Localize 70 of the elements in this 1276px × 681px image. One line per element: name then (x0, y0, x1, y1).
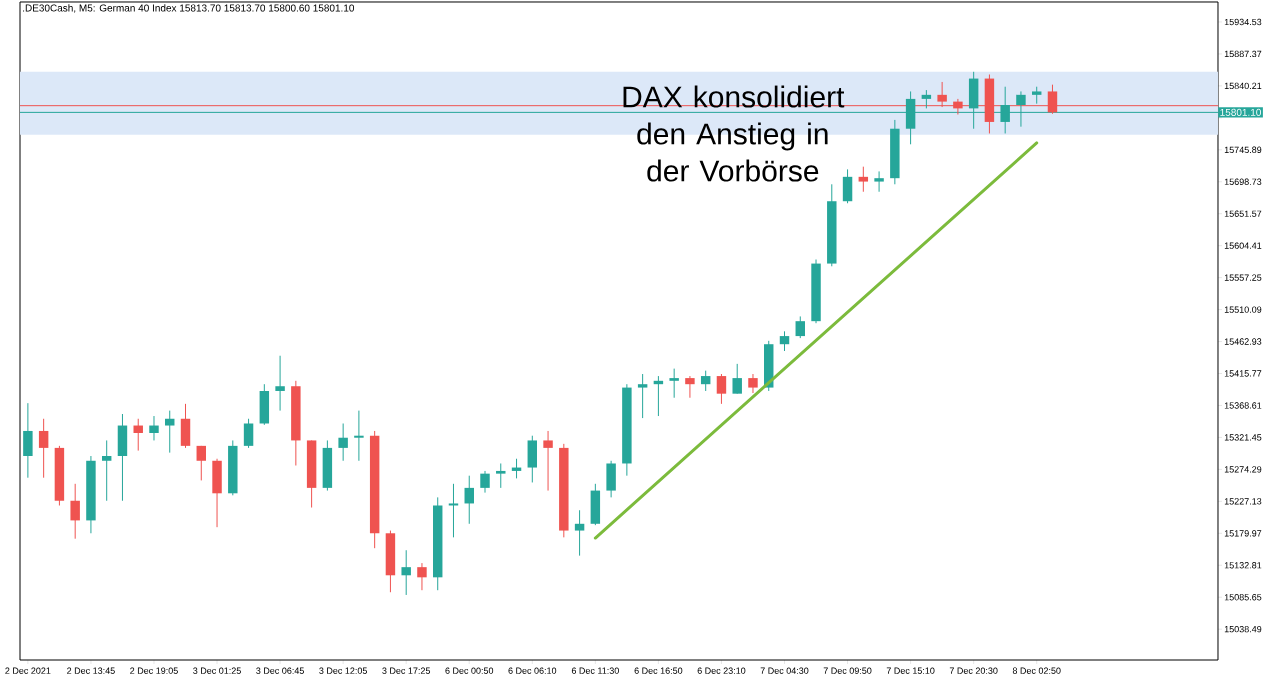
y-tick-label: 15745.89 (1224, 146, 1262, 153)
candlestick (574, 509, 585, 557)
y-tick-label: 15321.45 (1224, 434, 1262, 441)
candlestick (133, 418, 143, 452)
x-tick-label: 8 Dec 02:50 (1012, 667, 1061, 674)
candlestick (448, 483, 459, 538)
candlestick (401, 549, 411, 596)
y-tick-label: 15934.53 (1224, 18, 1262, 26)
candlestick (637, 373, 648, 419)
candlestick (417, 562, 427, 591)
y-tick-label: 15227.13 (1224, 498, 1262, 505)
candlestick (685, 375, 695, 399)
candlestick (354, 410, 364, 462)
annotation: DAX konsolidiert den Anstieg in der Vorbörse (623, 85, 845, 182)
candlestick (196, 445, 206, 481)
x-tick-label: 2 Dec 13:45 (67, 667, 115, 674)
candlestick (70, 483, 80, 540)
y-tick-label: 15085.65 (1224, 594, 1262, 601)
x-tick-label: 3 Dec 06:45 (256, 667, 304, 674)
x-tick-label: 6 Dec 00:50 (445, 667, 494, 674)
candlestick (149, 415, 159, 441)
candlestick (101, 439, 112, 502)
candlestick (858, 166, 869, 193)
candlestick (700, 370, 711, 392)
x-tick-label: 6 Dec 16:50 (634, 667, 683, 674)
x-tick-label: 7 Dec 15:10 (886, 667, 935, 674)
candlestick (338, 423, 348, 462)
x-tick-label: 7 Dec 20:30 (949, 667, 998, 674)
y-tick-label: 15887.37 (1224, 50, 1262, 58)
candlestick (669, 368, 679, 399)
x-tick-label: 2 Dec 19:05 (130, 667, 178, 674)
candlestick (795, 315, 805, 339)
candlestick (243, 418, 254, 449)
y-tick-label: 15557.25 (1224, 274, 1262, 281)
candlestick (921, 89, 932, 109)
x-tick-label: 6 Dec 06:10 (508, 667, 557, 674)
y-tick-label: 15651.57 (1224, 210, 1262, 217)
candlestick (779, 330, 790, 352)
candlestick (748, 373, 758, 394)
y-tick-label: 15698.73 (1224, 178, 1262, 185)
x-tick-label: 3 Dec 01:25 (193, 667, 241, 674)
x-tick-label: 6 Dec 11:30 (571, 667, 619, 674)
y-tick-label: 15604.41 (1224, 242, 1262, 249)
x-tick-label: 3 Dec 17:25 (382, 667, 431, 674)
candlestick (165, 410, 175, 454)
y-tick-label: 15840.21 (1224, 82, 1262, 90)
candlestick (496, 462, 506, 489)
candlestick (732, 363, 742, 395)
y-tick-label: 15179.97 (1224, 530, 1262, 537)
y-tick-label: 15038.49 (1224, 625, 1262, 633)
y-tick-label: 15274.29 (1224, 466, 1262, 473)
candlestick (716, 373, 727, 405)
y-tick-label: 15462.93 (1224, 338, 1262, 345)
x-tick-label: 7 Dec 09:50 (823, 667, 872, 674)
y-tick-label: 15510.09 (1224, 306, 1262, 313)
candlestick (38, 418, 49, 479)
candlestick (480, 470, 490, 494)
x-tick-label: 6 Dec 23:10 (697, 667, 746, 674)
candlestick (275, 355, 285, 412)
candlestick (874, 170, 884, 193)
candlestick (543, 430, 553, 492)
x-tick-label: 2 Dec 2021 (5, 667, 51, 674)
candlestick (464, 475, 474, 525)
y-tick-label: 15415.77 (1224, 370, 1262, 377)
y-tick-label: 15132.81 (1224, 562, 1262, 569)
chart-title: .DE30Cash, M5: German 40 Index 15813.70 15813.70 15800.60 15801.10 (23, 4, 355, 13)
ref-line-label: 15801.10 (1220, 108, 1261, 116)
x-tick-label: 7 Dec 04:30 (760, 667, 809, 674)
y-tick-label: 15368.61 (1224, 402, 1262, 409)
x-tick-label: 3 Dec 12:05 (319, 667, 368, 674)
